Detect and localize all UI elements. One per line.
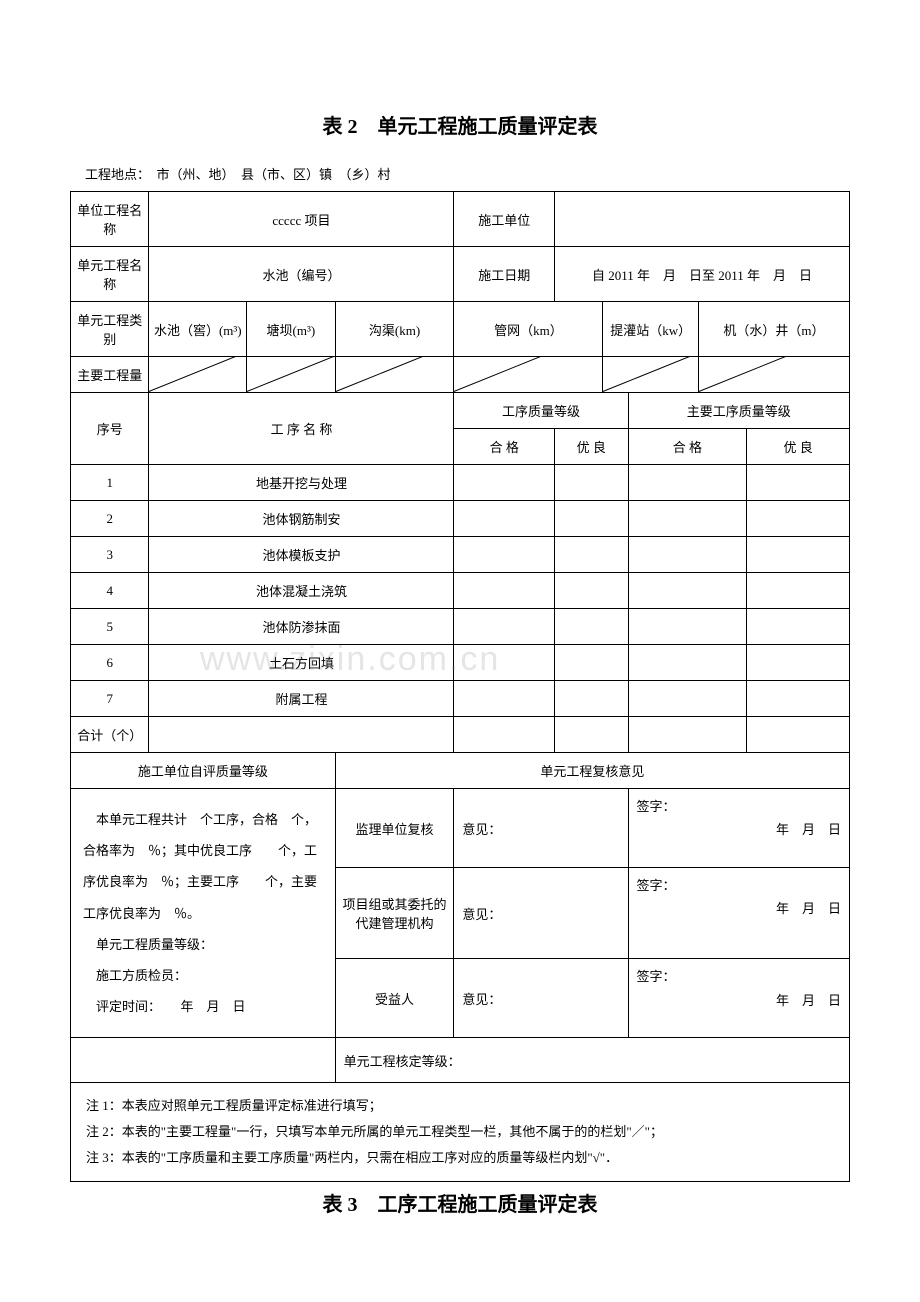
note-1: 注 1：本表应对照单元工程质量评定标准进行填写； bbox=[86, 1093, 834, 1119]
name-cell: 池体模板支护 bbox=[149, 537, 454, 573]
type-col-2: 沟渠(km) bbox=[335, 302, 454, 357]
name-cell: 池体钢筋制安 bbox=[149, 501, 454, 537]
total-row: 合计（个） bbox=[71, 717, 850, 753]
main-excellent-label: 优 良 bbox=[747, 429, 850, 465]
reviewer-role: 受益人 bbox=[335, 959, 454, 1038]
unit-elem-name-value: 水池（编号） bbox=[149, 247, 454, 302]
notes-row: 注 1：本表应对照单元工程质量评定标准进行填写； 注 2：本表的"主要工程量"一… bbox=[71, 1083, 850, 1182]
table-title-2: 表 3 工序工程施工质量评定表 bbox=[70, 1188, 850, 1217]
process-row: 7 附属工程 bbox=[71, 681, 850, 717]
proc-grade-label: 工序质量等级 bbox=[454, 393, 628, 429]
proc-pass-label: 合 格 bbox=[454, 429, 555, 465]
qty-row: 主要工程量 bbox=[71, 357, 850, 393]
notes-cell: 注 1：本表应对照单元工程质量评定标准进行填写； 注 2：本表的"主要工程量"一… bbox=[71, 1083, 850, 1182]
review-row-1: 本单元工程共计 个工序，合格 个，合格率为 ％；其中优良工序 个，工序优良率为 … bbox=[71, 789, 850, 868]
excellent-cell bbox=[555, 465, 628, 501]
type-row: 单元工程类别 水池（窖）(m³) 塘坝(m³) 沟渠(km) 管网（km） 提灌… bbox=[71, 302, 850, 357]
unit-elem-name-label: 单元工程名称 bbox=[71, 247, 149, 302]
seq-cell: 7 bbox=[71, 681, 149, 717]
type-col-4: 提灌站（kw） bbox=[603, 302, 699, 357]
name-cell: 池体防渗抹面 bbox=[149, 609, 454, 645]
process-row: 5 池体防渗抹面 bbox=[71, 609, 850, 645]
main-excellent-cell bbox=[747, 465, 850, 501]
pass-cell bbox=[454, 465, 555, 501]
process-row: 2 池体钢筋制安 bbox=[71, 501, 850, 537]
note-2: 注 2：本表的"主要工程量"一行，只填写本单元所属的单元工程类型一栏，其他不属于… bbox=[86, 1119, 834, 1145]
process-row: 4 池体混凝土浇筑 bbox=[71, 573, 850, 609]
unit-proj-name-value: ccccc 项目 bbox=[149, 192, 454, 247]
seq-cell: 2 bbox=[71, 501, 149, 537]
proc-name-label: 工 序 名 称 bbox=[149, 393, 454, 465]
qty-cell-0 bbox=[149, 357, 247, 393]
type-col-1: 塘坝(m³) bbox=[247, 302, 336, 357]
project-location: 工程地点： 市（州、地） 县（市、区）镇 （乡）村 bbox=[70, 164, 850, 183]
type-col-3: 管网（km） bbox=[454, 302, 603, 357]
seq-cell: 6 bbox=[71, 645, 149, 681]
type-col-5: 机（水）井（m） bbox=[698, 302, 849, 357]
process-row: 1 地基开挖与处理 bbox=[71, 465, 850, 501]
main-pass-label: 合 格 bbox=[628, 429, 747, 465]
self-eval-label: 施工单位自评质量等级 bbox=[71, 753, 336, 789]
opinion-cell: 意见： bbox=[454, 959, 628, 1038]
main-qty-label: 主要工程量 bbox=[71, 357, 149, 393]
seq-cell: 5 bbox=[71, 609, 149, 645]
sign-cell: 签字：年 月 日 bbox=[628, 959, 849, 1038]
unit-proj-name-label: 单位工程名称 bbox=[71, 192, 149, 247]
construct-date-value: 自 2011 年 月 日至 2011 年 月 日 bbox=[555, 247, 850, 302]
unit-elem-type-label: 单元工程类别 bbox=[71, 302, 149, 357]
sign-cell: 签字：年 月 日 bbox=[628, 868, 849, 959]
seq-cell: 3 bbox=[71, 537, 149, 573]
construct-date-label: 施工日期 bbox=[454, 247, 555, 302]
grade-header-row-1: 序号 工 序 名 称 工序质量等级 主要工序质量等级 bbox=[71, 393, 850, 429]
self-eval-text: 本单元工程共计 个工序，合格 个，合格率为 ％；其中优良工序 个，工序优良率为 … bbox=[71, 789, 336, 1038]
qty-cell-3 bbox=[454, 357, 603, 393]
opinion-cell: 意见： bbox=[454, 789, 628, 868]
process-row: 6 土石方回填 bbox=[71, 645, 850, 681]
qty-cell-1 bbox=[247, 357, 336, 393]
seq-label: 序号 bbox=[71, 393, 149, 465]
final-grade-row: 单元工程核定等级： bbox=[71, 1038, 850, 1083]
table-title: 表 2 单元工程施工质量评定表 bbox=[70, 110, 850, 139]
sign-cell: 签字：年 月 日 bbox=[628, 789, 849, 868]
name-cell: 附属工程 bbox=[149, 681, 454, 717]
reviewer-role: 项目组或其委托的代建管理机构 bbox=[335, 868, 454, 959]
type-col-0: 水池（窖）(m³) bbox=[149, 302, 247, 357]
total-label: 合计（个） bbox=[71, 717, 149, 753]
main-pass-cell bbox=[628, 465, 747, 501]
seq-cell: 4 bbox=[71, 573, 149, 609]
proc-excellent-label: 优 良 bbox=[555, 429, 628, 465]
seq-cell: 1 bbox=[71, 465, 149, 501]
construct-unit-value bbox=[555, 192, 850, 247]
evaluation-table: 单位工程名称 ccccc 项目 施工单位 单元工程名称 水池（编号） 施工日期 … bbox=[70, 191, 850, 1182]
name-cell: 地基开挖与处理 bbox=[149, 465, 454, 501]
reviewer-role: 监理单位复核 bbox=[335, 789, 454, 868]
review-label: 单元工程复核意见 bbox=[335, 753, 849, 789]
process-row: 3 池体模板支护 bbox=[71, 537, 850, 573]
final-grade-label: 单元工程核定等级： bbox=[335, 1038, 849, 1083]
main-proc-grade-label: 主要工序质量等级 bbox=[628, 393, 849, 429]
qty-cell-5 bbox=[698, 357, 849, 393]
qty-cell-4 bbox=[603, 357, 699, 393]
note-3: 注 3：本表的"工序质量和主要工序质量"两栏内，只需在相应工序对应的质量等级栏内… bbox=[86, 1145, 834, 1171]
name-cell: 池体混凝土浇筑 bbox=[149, 573, 454, 609]
name-cell: 土石方回填 bbox=[149, 645, 454, 681]
eval-header-row: 施工单位自评质量等级 单元工程复核意见 bbox=[71, 753, 850, 789]
qty-cell-2 bbox=[335, 357, 454, 393]
construct-unit-label: 施工单位 bbox=[454, 192, 555, 247]
header-row-2: 单元工程名称 水池（编号） 施工日期 自 2011 年 月 日至 2011 年 … bbox=[71, 247, 850, 302]
header-row-1: 单位工程名称 ccccc 项目 施工单位 bbox=[71, 192, 850, 247]
opinion-cell: 意见： bbox=[454, 868, 628, 959]
